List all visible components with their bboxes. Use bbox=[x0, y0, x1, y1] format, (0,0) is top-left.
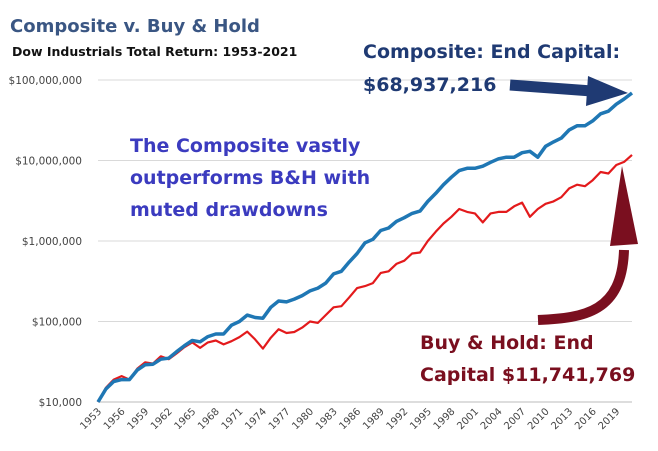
x-tick-label: 1995 bbox=[408, 406, 434, 432]
x-tick-label: 1977 bbox=[267, 406, 293, 432]
x-tick-label: 1992 bbox=[385, 406, 411, 432]
x-tick-label: 2019 bbox=[597, 406, 623, 432]
y-tick-label: $1,000,000 bbox=[22, 236, 82, 248]
x-tick-label: 1965 bbox=[173, 406, 199, 432]
x-tick-label: 1983 bbox=[314, 406, 340, 432]
x-tick-label: 2010 bbox=[526, 406, 552, 432]
x-tick-label: 2001 bbox=[455, 406, 481, 432]
x-tick-label: 1962 bbox=[149, 406, 175, 432]
bh-arrow-head bbox=[610, 166, 638, 246]
annotation-composite-line-2: $68,937,216 bbox=[363, 74, 496, 96]
composite-arrow-shaft bbox=[509, 79, 593, 97]
chart-title: Composite v. Buy & Hold bbox=[10, 16, 260, 37]
x-tick-label: 1956 bbox=[102, 406, 128, 432]
x-tick-label: 1971 bbox=[220, 406, 246, 432]
y-tick-label: $10,000,000 bbox=[15, 156, 82, 168]
annotation-composite-line-1: Composite: End Capital: bbox=[363, 41, 620, 63]
bh-arrow-shaft bbox=[537, 249, 629, 325]
annotation-middle-line-3: muted drawdowns bbox=[130, 199, 328, 221]
annotation-middle: The Composite vastly outperforms B&H wit… bbox=[130, 135, 370, 221]
x-tick-label: 1959 bbox=[125, 406, 151, 432]
x-tick-label: 1986 bbox=[337, 406, 363, 432]
x-tick-label: 1953 bbox=[78, 406, 104, 432]
y-tick-label: $100,000 bbox=[32, 317, 82, 329]
x-tick-label: 1989 bbox=[361, 406, 387, 432]
x-tick-label: 1980 bbox=[290, 406, 316, 432]
annotation-middle-line-2: outperforms B&H with bbox=[130, 167, 370, 189]
x-tick-label: 2007 bbox=[502, 406, 528, 432]
y-tick-label: $10,000 bbox=[39, 397, 82, 409]
x-tick-label: 1974 bbox=[243, 406, 269, 432]
x-tick-label: 1968 bbox=[196, 406, 222, 432]
chart-subtitle: Dow Industrials Total Return: 1953-2021 bbox=[12, 44, 297, 59]
x-tick-label: 1998 bbox=[432, 406, 458, 432]
annotation-buy-hold: Buy & Hold: End Capital $11,741,769 bbox=[420, 166, 638, 386]
annotation-middle-line-1: The Composite vastly bbox=[130, 135, 361, 157]
x-tick-label: 2016 bbox=[573, 406, 599, 432]
x-axis-ticks: 1953195619591962196519681971197419771980… bbox=[78, 406, 622, 432]
y-axis-ticks: $10,000 $100,000 $1,000,000 $10,000,000 $100… bbox=[9, 75, 82, 409]
annotation-bh-line-2: Capital $11,741,769 bbox=[420, 364, 635, 386]
y-tick-label: $100,000,000 bbox=[9, 75, 82, 87]
series-line-composite bbox=[96, 91, 634, 403]
series-layer bbox=[96, 91, 634, 403]
x-tick-label: 2004 bbox=[479, 406, 505, 432]
annotation-bh-line-1: Buy & Hold: End bbox=[420, 332, 594, 354]
annotation-composite: Composite: End Capital: $68,937,216 bbox=[363, 41, 628, 106]
x-tick-label: 2013 bbox=[550, 406, 576, 432]
composite-arrow-head bbox=[586, 76, 628, 106]
